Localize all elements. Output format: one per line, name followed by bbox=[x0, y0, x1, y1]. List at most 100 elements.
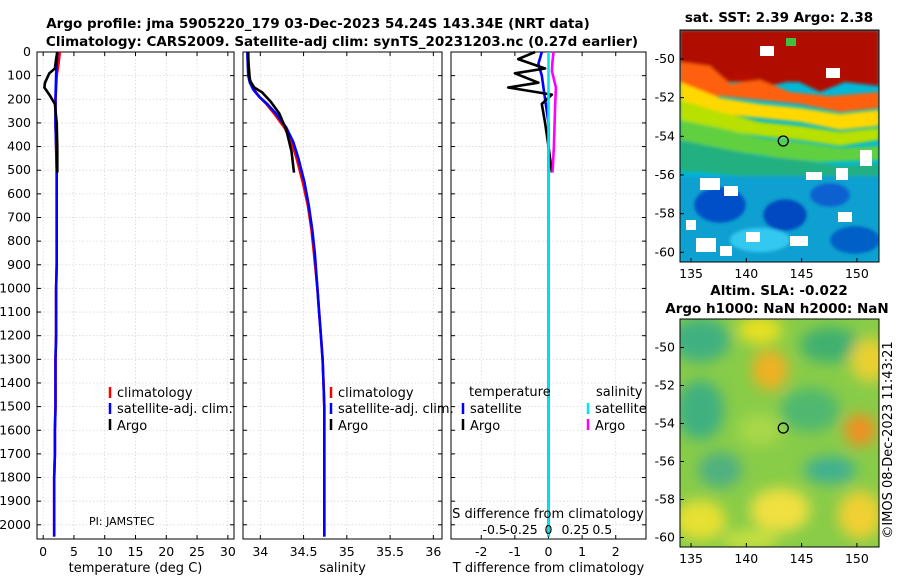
y-tick-label: -52 bbox=[655, 90, 675, 105]
salinity-legend: climatology satellite-adj. clim. Argo bbox=[329, 386, 454, 434]
legend-satellite: satellite-adj. clim. bbox=[338, 402, 454, 417]
x-tick-label: 140 bbox=[734, 551, 758, 566]
y-tick-label: 1300 bbox=[0, 351, 31, 366]
s-tick-label: 0.5 bbox=[592, 522, 612, 537]
x-tick-label: 150 bbox=[845, 266, 869, 281]
x-tick-label: 145 bbox=[790, 551, 814, 566]
series-argo bbox=[43, 51, 59, 173]
y-tick-label: 1500 bbox=[0, 399, 31, 414]
y-tick-label: 1200 bbox=[0, 328, 31, 343]
x-tick-label: 1 bbox=[578, 544, 586, 559]
x-tick-label: 150 bbox=[845, 551, 869, 566]
x-tick-label: -2 bbox=[475, 544, 487, 559]
salinity-panel: 34 34.5 35 35.5 36 salinity bbox=[242, 51, 443, 576]
difference-legend: temperature salinity satellite Argo sate… bbox=[461, 385, 647, 434]
y-tick-label: 100 bbox=[7, 68, 31, 83]
y-tick-label: 1600 bbox=[0, 422, 31, 437]
sla-map-frame bbox=[679, 318, 880, 548]
legend-climatology: climatology bbox=[338, 386, 414, 401]
y-tick-label: 500 bbox=[7, 162, 31, 177]
y-tick-label: 2000 bbox=[0, 517, 31, 532]
y-tick-label: 700 bbox=[7, 209, 31, 224]
series-s-argo bbox=[550, 51, 558, 173]
s-difference-ticks: -0.5-0.25 0 0.25 0.5 bbox=[483, 522, 613, 537]
sla-map-subtitle: Argo h1000: NaN h2000: NaN bbox=[665, 301, 888, 317]
x-tick-label: 34.5 bbox=[290, 544, 318, 559]
s-tick-label: 0.25 bbox=[561, 522, 589, 537]
argo-position-marker bbox=[777, 422, 789, 434]
y-tick-label: -56 bbox=[655, 167, 675, 182]
x-tick-label: 0 bbox=[39, 544, 47, 559]
legend-satellite: satellite-adj. clim. bbox=[117, 402, 233, 417]
s-difference-label: S difference from climatology bbox=[452, 507, 644, 522]
series-satellite-adj-clim- bbox=[246, 51, 326, 537]
legend-argo: Argo bbox=[117, 419, 147, 434]
x-tick-label: 5 bbox=[70, 544, 78, 559]
y-tick-label: -52 bbox=[655, 378, 675, 393]
sla-map-axes: 135 140 145 150 -50 -52 -54 -56 -58 -60 bbox=[655, 340, 869, 567]
x-tick-label: 36 bbox=[425, 544, 441, 559]
y-tick-label: -50 bbox=[655, 340, 675, 355]
x-tick-label: 20 bbox=[158, 544, 174, 559]
x-tick-label: 0 bbox=[545, 544, 553, 559]
legend-climatology: climatology bbox=[117, 386, 193, 401]
temperature-panel: 0 5 10 15 20 25 300100200300400500600700800900… bbox=[0, 44, 236, 576]
y-tick-label: -58 bbox=[655, 492, 675, 507]
sla-map-title: Altim. SLA: -0.022 bbox=[710, 283, 847, 299]
legend-argo: Argo bbox=[338, 419, 368, 434]
x-tick-label: 2 bbox=[612, 544, 620, 559]
s-tick-label: -0.25 bbox=[505, 522, 537, 537]
x-tick-label: 35.5 bbox=[376, 544, 404, 559]
legend-s-satellite: satellite bbox=[595, 402, 647, 417]
credit-label: ©IMOS 08-Dec-2023 11:43:21 bbox=[881, 341, 896, 538]
x-axis-label: T difference from climatology bbox=[452, 561, 645, 576]
y-tick-label: 1800 bbox=[0, 470, 31, 485]
x-tick-label: -1 bbox=[509, 544, 521, 559]
sst-map-axes: 135 140 145 150 -50 -52 -54 -56 -58 -60 bbox=[655, 51, 869, 281]
s-tick-label: 0 bbox=[545, 522, 553, 537]
argo-position-marker bbox=[777, 135, 789, 147]
series-t-argo bbox=[506, 50, 554, 173]
x-tick-label: 140 bbox=[734, 266, 758, 281]
y-tick-label: 600 bbox=[7, 186, 31, 201]
profile-panels: 0 5 10 15 20 25 300100200300400500600700800900… bbox=[0, 44, 647, 576]
x-tick-label: 34 bbox=[252, 544, 268, 559]
sst-map-field bbox=[680, 30, 879, 262]
series-argo bbox=[246, 52, 296, 173]
difference-panel: -2 -1 0 1 2 T difference from climatology bbox=[450, 50, 647, 576]
x-axis-label: salinity bbox=[319, 561, 366, 576]
y-tick-label: -58 bbox=[655, 206, 675, 221]
y-tick-label: -60 bbox=[655, 244, 675, 259]
legend-t-satellite: satellite bbox=[470, 402, 522, 417]
legend-s-argo: Argo bbox=[595, 419, 625, 434]
y-tick-label: 800 bbox=[7, 233, 31, 248]
y-tick-label: 900 bbox=[7, 257, 31, 272]
y-tick-label: 300 bbox=[7, 115, 31, 130]
y-tick-label: -60 bbox=[655, 530, 675, 545]
x-tick-label: 25 bbox=[189, 544, 205, 559]
title-line-1: Argo profile: jma 5905220_179 03-Dec-202… bbox=[46, 16, 590, 32]
sla-map-field bbox=[680, 319, 879, 547]
x-tick-label: 35 bbox=[339, 544, 355, 559]
x-tick-label: 15 bbox=[128, 544, 144, 559]
sst-map-frame bbox=[679, 29, 880, 263]
temperature-legend: climatology satellite-adj. clim. Argo bbox=[108, 386, 233, 434]
y-tick-label: 0 bbox=[23, 44, 31, 59]
y-tick-label: 200 bbox=[7, 91, 31, 106]
y-tick-label: -54 bbox=[655, 416, 675, 431]
title-line-2: Climatology: CARS2009. Satellite-adj cli… bbox=[46, 34, 638, 50]
series-t-satellite bbox=[537, 51, 550, 537]
y-tick-label: 1400 bbox=[0, 375, 31, 390]
s-tick-label: -0.5 bbox=[483, 522, 507, 537]
y-tick-label: 1000 bbox=[0, 280, 31, 295]
y-tick-label: 1100 bbox=[0, 304, 31, 319]
x-tick-label: 145 bbox=[790, 266, 814, 281]
legend-title-salinity: salinity bbox=[596, 385, 643, 400]
x-tick-label: 30 bbox=[220, 544, 236, 559]
axes-frame bbox=[242, 51, 443, 540]
y-tick-label: -54 bbox=[655, 128, 675, 143]
legend-t-argo: Argo bbox=[470, 419, 500, 434]
sst-map-title: sat. SST: 2.39 Argo: 2.38 bbox=[685, 10, 873, 26]
series-climatology bbox=[246, 51, 326, 537]
